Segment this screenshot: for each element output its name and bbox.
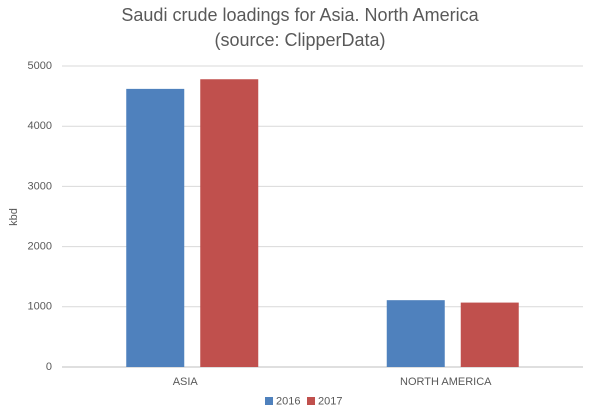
bar [460, 302, 519, 367]
y-tick-label: 2000 [28, 241, 52, 253]
x-tick-label: NORTH AMERICA [400, 376, 492, 388]
x-tick-label: ASIA [173, 376, 199, 388]
legend-swatch [265, 397, 273, 405]
y-tick-label: 1000 [28, 301, 52, 313]
chart-title: Saudi crude loadings for Asia. North Ame… [121, 5, 479, 25]
y-tick-label: 3000 [28, 180, 52, 192]
y-axis-label: kbd [8, 208, 20, 226]
y-tick-label: 5000 [28, 60, 52, 72]
legend-label: 2017 [318, 395, 342, 407]
chart-subtitle: (source: ClipperData) [214, 30, 385, 50]
bar [200, 79, 259, 367]
bar [386, 300, 445, 367]
y-tick-label: 4000 [28, 120, 52, 132]
y-tick-label: 0 [46, 361, 52, 373]
legend-label: 2016 [276, 395, 300, 407]
bar [126, 88, 185, 367]
legend-swatch [307, 397, 315, 405]
